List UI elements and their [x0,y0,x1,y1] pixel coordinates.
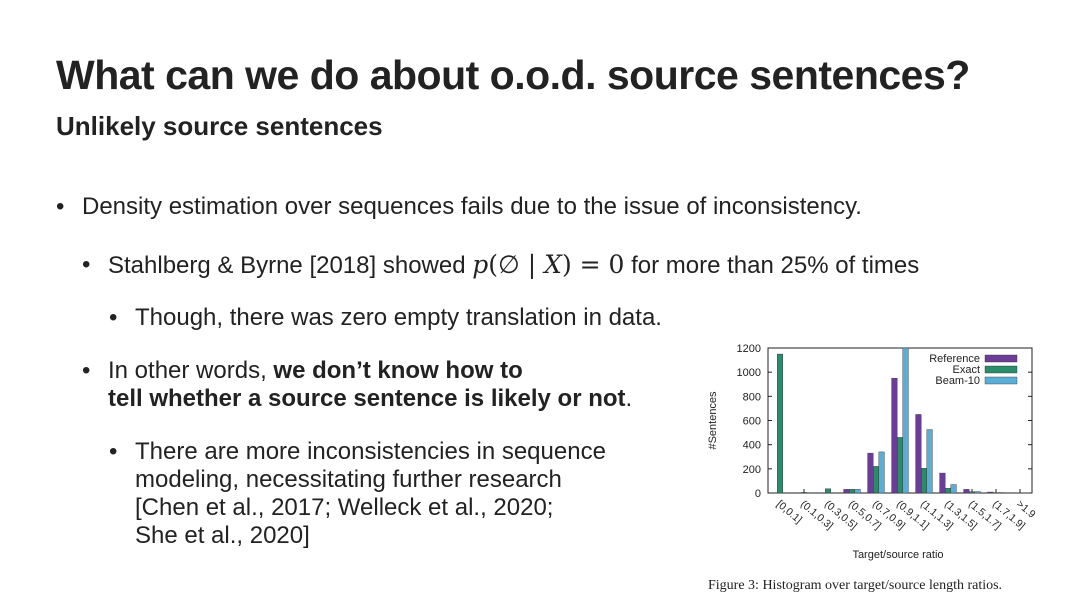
bullet-dot: • [82,251,91,278]
bar-reference [843,489,850,494]
bar-beam-10 [974,491,981,494]
bar-exact [776,353,783,494]
math-close: ) = 0 [561,250,625,279]
math-empty: ∅ [498,250,520,279]
bullet-text-bold-2: tell whether a source sentence is likely… [108,385,626,412]
legend-label: Beam-10 [935,375,980,387]
math-formula: p(∅ | X) = 0 [472,250,624,279]
bullet-more-inconsistencies: • There are more inconsistencies in sequ… [109,438,606,550]
bullet-stahlberg-byrne: • Stahlberg & Byrne [2018] showed p(∅ | … [82,250,920,280]
legend-swatch [984,354,1018,363]
legend-swatch [984,365,1018,374]
y-tick-label: 0 [755,488,761,500]
bullet-line-1: There are more inconsistencies in sequen… [135,438,606,465]
bar-reference [963,489,970,494]
y-axis-label: #Sentences [707,391,719,450]
figure-caption: Figure 3: Histogram over target/source l… [708,578,1003,593]
bullet-line-2: modeling, necessitating further research [135,466,562,493]
bullet-zero-empty-translation: • Though, there was zero empty translati… [109,304,662,332]
bullet-in-other-words: • In other words, we don’t know how to t… [82,357,632,413]
bar-reference [915,414,922,494]
bullet-text-pre: Stahlberg & Byrne [2018] showed [108,252,473,279]
page-title: What can we do about o.o.d. source sente… [56,52,970,98]
bullet-dot: • [82,357,91,384]
bullet-line-1: In other words, we don’t know how to [108,357,632,385]
y-tick-label: 600 [743,416,761,428]
legend-swatch [984,376,1018,385]
y-tick-label: 200 [743,464,761,476]
bar-reference [987,491,994,494]
y-tick-label: 1200 [737,343,761,355]
bullet-line-3: [Chen et al., 2017; Welleck et al., 2020… [135,494,554,521]
bullet-density-estimation: • Density estimation over sequences fail… [56,193,862,221]
bar-beam-10 [902,347,909,494]
bullet-text-pre: In other words, [108,357,274,384]
bar-exact [848,489,855,494]
bullet-text: Though, there was zero empty translation… [135,304,662,331]
bar-exact [872,466,879,494]
bar-exact [800,492,807,494]
histogram-chart: 0 200 400 600 800 1000 1200 [0,0.1] (0.1,0.3] (0.… [700,340,1040,570]
bar-reference [891,378,898,494]
bullet-text: Density estimation over sequences fails … [82,193,862,220]
math-bar: | [519,250,545,279]
bullet-text-post: for more than 25% of times [624,252,920,279]
legend-label: Reference [929,353,980,365]
bullet-text-post: . [625,385,633,412]
bar-beam-10 [926,429,933,494]
bar-beam-10 [950,484,957,494]
legend-label: Exact [952,364,980,376]
bar-beam-10 [878,451,885,494]
math-open: ( [488,250,499,279]
y-tick-label: 800 [743,391,761,403]
x-tick-label: [0,0.1] [774,498,804,526]
bullet-line-4: She et al., 2020] [135,522,310,549]
y-tick-label: 1000 [737,367,761,379]
histogram-svg: 020040060080010001200[0,0.1](0.1,0.3](0.… [707,343,1038,561]
bullet-dot: • [56,193,65,220]
bullet-line-2: tell whether a source sentence is likely… [108,385,632,413]
page-subtitle: Unlikely source sentences [56,111,383,141]
bar-beam-10 [854,489,861,494]
bar-reference [867,452,874,494]
bullet-dot: • [109,438,118,465]
bar-exact [920,468,927,494]
bar-reference [939,472,946,494]
math-p: p [472,250,489,279]
bar-exact [896,437,903,494]
math-x: X [544,250,562,279]
bullet-dot: • [109,304,118,331]
x-axis-label: Target/source ratio [852,549,943,561]
bar-exact [824,488,831,494]
bar-exact [944,487,951,494]
bar-exact [969,491,976,494]
bullet-text-bold-1: we don’t know how to [273,357,523,384]
y-tick-label: 400 [743,440,761,452]
